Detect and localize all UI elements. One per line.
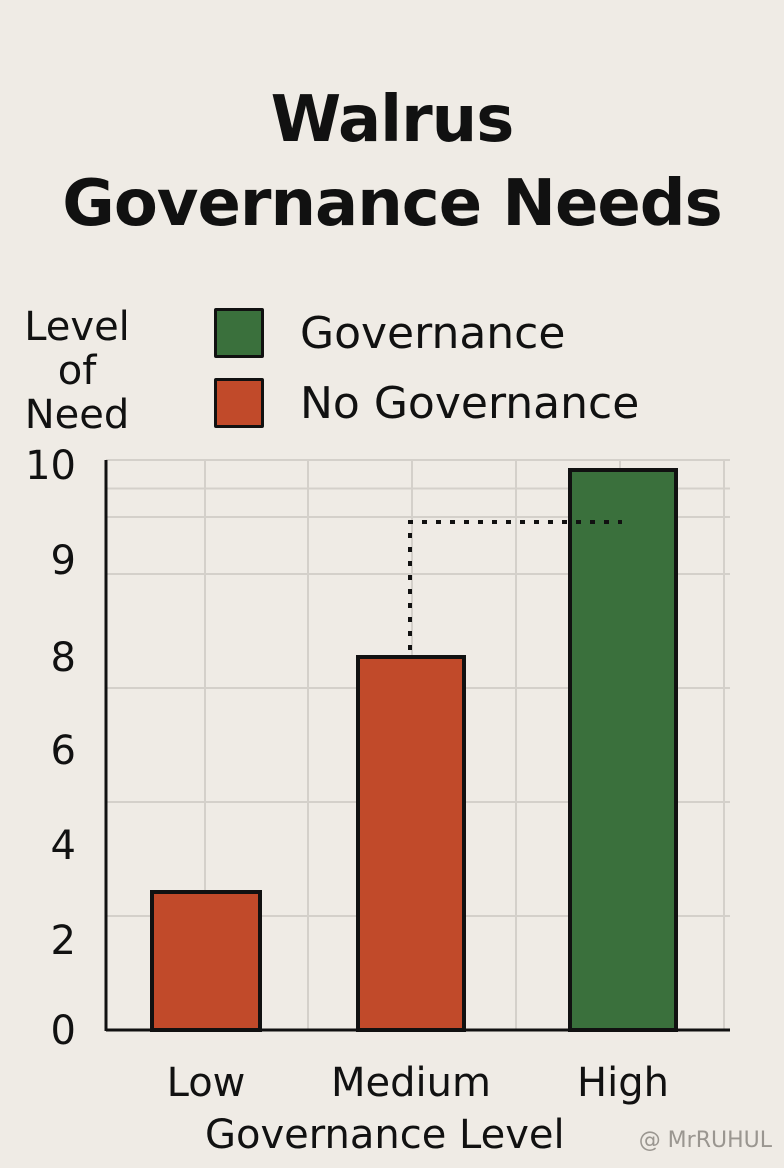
y-axis-label-line-3: Need [24,392,130,438]
legend-label-governance: Governance [300,307,566,359]
title-line-1: Walrus [270,83,515,157]
legend-item-no-governance: No Governance [214,375,639,431]
legend-item-governance: Governance [214,305,639,361]
bar-low [150,890,262,1032]
legend-swatch-governance [214,308,264,358]
annotation-dotted-line [408,520,622,650]
y-axis-label-line-1: Level [24,304,130,350]
title-line-2: Governance Needs [62,167,722,241]
x-tick-label-low: Low [167,1060,246,1106]
y-axis-label: Level of Need [12,305,142,437]
legend: Governance No Governance [214,305,639,445]
bar-high [568,468,678,1032]
y-tick-label-9: 9 [51,538,76,584]
y-tick-label-8: 8 [51,635,76,681]
y-tick-label-2: 2 [51,918,76,964]
y-tick-label-4: 4 [51,823,76,869]
y-tick-label-10: 10 [25,443,76,489]
y-tick-label-6: 6 [51,728,76,774]
bar-medium [356,655,466,1032]
legend-label-no-governance: No Governance [300,377,640,429]
x-tick-label-medium: Medium [331,1060,491,1106]
y-axis-label-line-2: of [57,348,97,394]
x-tick-label-high: High [577,1060,669,1106]
x-axis-label: Governance Level [205,1112,565,1158]
y-tick-label-0: 0 [51,1008,76,1054]
chart-title: Walrus Governance Needs [0,78,784,246]
watermark: @ MrRUHUL [638,1128,772,1153]
legend-swatch-no-governance [214,378,264,428]
